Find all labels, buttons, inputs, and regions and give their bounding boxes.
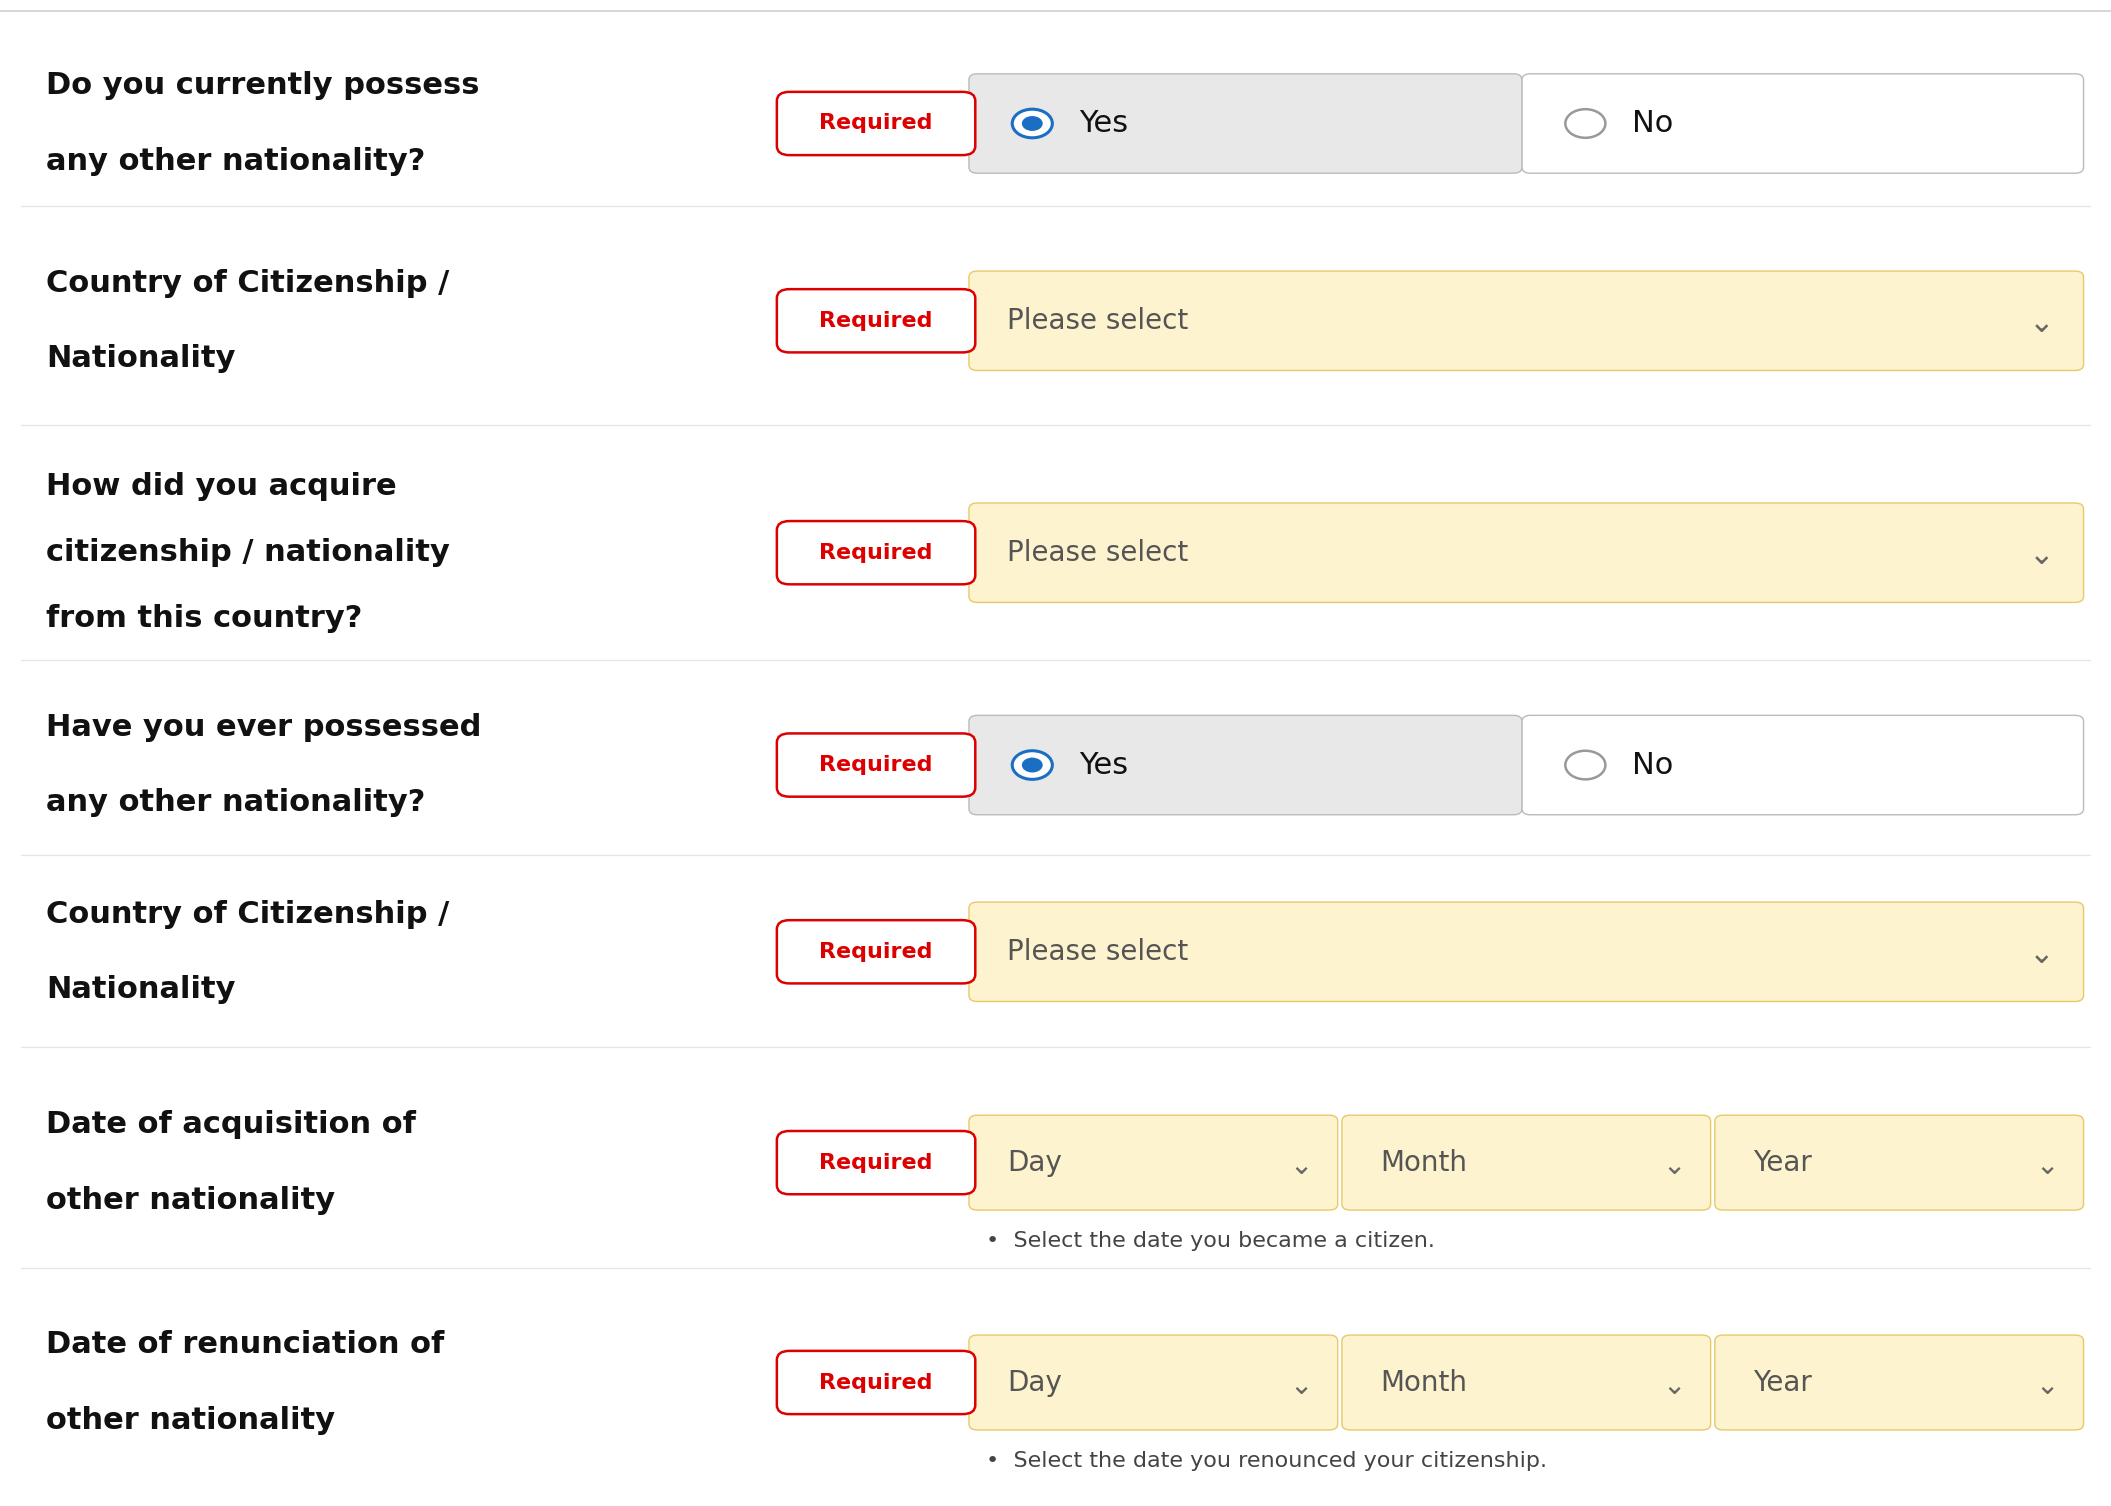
Text: Please select: Please select	[1007, 307, 1188, 334]
Text: ⌄: ⌄	[1661, 1372, 1685, 1399]
Circle shape	[1013, 110, 1051, 139]
Text: Date of acquisition of: Date of acquisition of	[46, 1110, 416, 1140]
Text: Year: Year	[1752, 1149, 1811, 1176]
Text: Please select: Please select	[1007, 539, 1188, 566]
FancyBboxPatch shape	[1522, 715, 2084, 815]
Text: ⌄: ⌄	[2035, 1152, 2058, 1179]
Text: Required: Required	[819, 113, 933, 134]
Text: from this country?: from this country?	[46, 604, 363, 634]
Text: ⌄: ⌄	[2029, 309, 2054, 339]
Text: Nationality: Nationality	[46, 343, 236, 373]
Text: ⌄: ⌄	[1290, 1372, 1313, 1399]
Text: Have you ever possessed: Have you ever possessed	[46, 712, 481, 742]
Text: Required: Required	[819, 1372, 933, 1393]
Text: citizenship / nationality: citizenship / nationality	[46, 538, 450, 568]
Text: Day: Day	[1007, 1149, 1062, 1176]
FancyBboxPatch shape	[777, 1131, 975, 1194]
Circle shape	[1566, 751, 1606, 780]
Text: Required: Required	[819, 542, 933, 563]
FancyBboxPatch shape	[969, 1114, 1338, 1211]
Text: •  Select the date you became a citizen.: • Select the date you became a citizen.	[986, 1230, 1435, 1251]
Text: ⌄: ⌄	[2029, 541, 2054, 571]
Text: ⌄: ⌄	[2035, 1372, 2058, 1399]
Text: ⌄: ⌄	[1661, 1152, 1685, 1179]
Text: Month: Month	[1381, 1149, 1467, 1176]
FancyBboxPatch shape	[969, 1334, 1338, 1431]
FancyBboxPatch shape	[1343, 1334, 1710, 1431]
Circle shape	[1013, 751, 1051, 780]
Text: Required: Required	[819, 941, 933, 962]
Text: No: No	[1632, 750, 1674, 780]
Text: other nationality: other nationality	[46, 1405, 336, 1435]
Text: Date of renunciation of: Date of renunciation of	[46, 1330, 445, 1360]
Text: Nationality: Nationality	[46, 974, 236, 1005]
FancyBboxPatch shape	[969, 902, 2084, 1001]
FancyBboxPatch shape	[1343, 1114, 1710, 1211]
Circle shape	[1022, 758, 1043, 773]
FancyBboxPatch shape	[777, 289, 975, 352]
Text: Please select: Please select	[1007, 938, 1188, 965]
Text: Yes: Yes	[1079, 750, 1127, 780]
FancyBboxPatch shape	[969, 74, 1522, 173]
Text: Do you currently possess: Do you currently possess	[46, 71, 479, 101]
Text: other nationality: other nationality	[46, 1185, 336, 1215]
FancyBboxPatch shape	[1714, 1334, 2084, 1431]
Text: Required: Required	[819, 310, 933, 331]
FancyBboxPatch shape	[777, 1351, 975, 1414]
FancyBboxPatch shape	[1714, 1114, 2084, 1211]
Circle shape	[1566, 110, 1606, 139]
Text: Year: Year	[1752, 1369, 1811, 1396]
FancyBboxPatch shape	[777, 920, 975, 983]
Text: Required: Required	[819, 1152, 933, 1173]
FancyBboxPatch shape	[777, 92, 975, 155]
Text: •  Select the date you renounced your citizenship.: • Select the date you renounced your cit…	[986, 1450, 1547, 1471]
Text: How did you acquire: How did you acquire	[46, 471, 397, 501]
FancyBboxPatch shape	[969, 271, 2084, 370]
Text: any other nationality?: any other nationality?	[46, 146, 426, 176]
Text: Country of Citizenship /: Country of Citizenship /	[46, 268, 450, 298]
FancyBboxPatch shape	[969, 715, 1522, 815]
Text: ⌄: ⌄	[1290, 1152, 1313, 1179]
Text: Yes: Yes	[1079, 108, 1127, 139]
Text: No: No	[1632, 108, 1674, 139]
Text: ⌄: ⌄	[2029, 940, 2054, 970]
FancyBboxPatch shape	[777, 521, 975, 584]
Text: Day: Day	[1007, 1369, 1062, 1396]
FancyBboxPatch shape	[777, 733, 975, 797]
Text: any other nationality?: any other nationality?	[46, 788, 426, 818]
Text: Country of Citizenship /: Country of Citizenship /	[46, 899, 450, 929]
Text: Month: Month	[1381, 1369, 1467, 1396]
FancyBboxPatch shape	[1522, 74, 2084, 173]
Text: Required: Required	[819, 755, 933, 776]
FancyBboxPatch shape	[969, 503, 2084, 602]
Circle shape	[1022, 116, 1043, 131]
